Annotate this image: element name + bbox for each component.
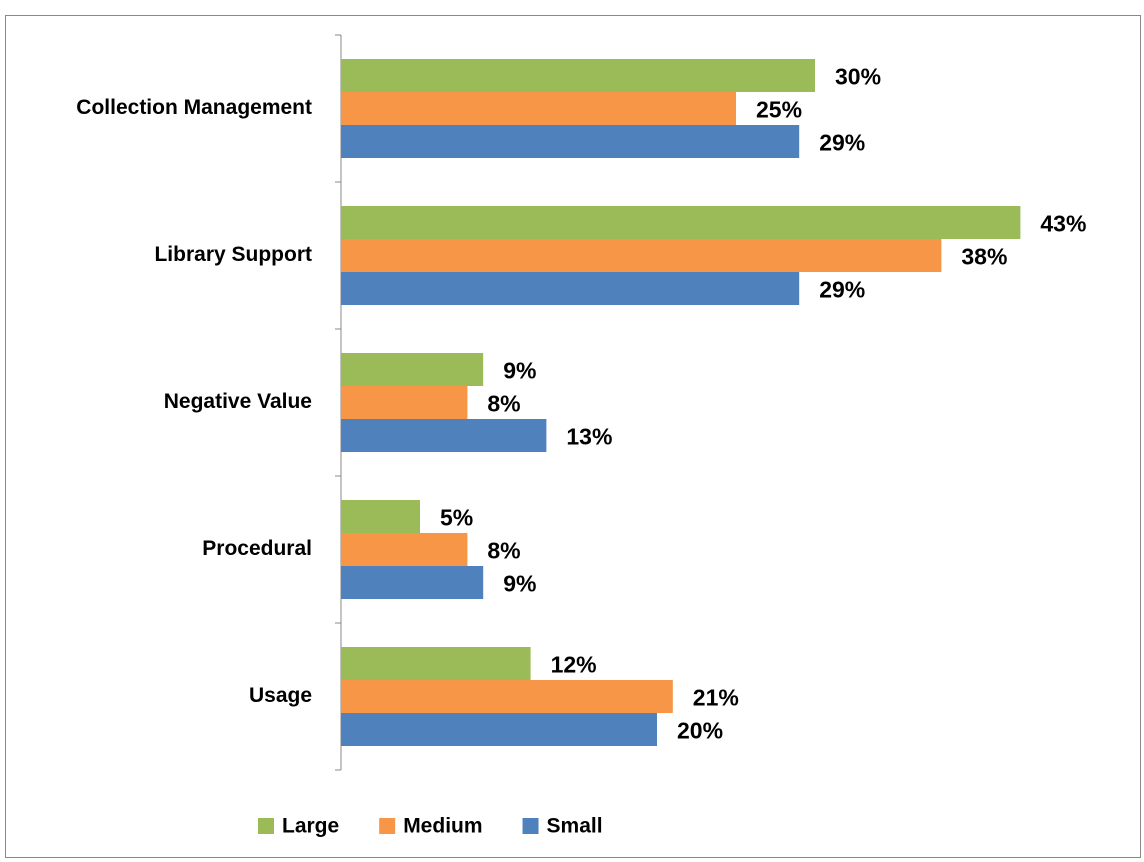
legend-label: Large xyxy=(282,815,339,838)
data-label: 29% xyxy=(819,277,865,303)
data-label: 13% xyxy=(566,424,612,450)
bar xyxy=(341,680,673,713)
data-label: 8% xyxy=(487,538,520,564)
bar xyxy=(341,272,800,305)
bar xyxy=(341,500,420,533)
category-label: Usage xyxy=(249,684,312,707)
bar xyxy=(341,713,657,746)
category-label: Procedural xyxy=(202,537,312,560)
bar xyxy=(341,59,815,92)
bar xyxy=(341,353,484,386)
legend-swatch xyxy=(522,818,539,834)
data-label: 30% xyxy=(835,64,881,90)
bar xyxy=(341,206,1021,239)
category-label: Collection Management xyxy=(76,96,312,119)
bar xyxy=(341,566,484,599)
data-label: 9% xyxy=(503,571,536,597)
legend-label: Small xyxy=(547,815,603,838)
bar xyxy=(341,419,547,452)
legend-label: Medium xyxy=(403,815,482,838)
bar xyxy=(341,386,468,419)
bar xyxy=(341,92,736,125)
data-label: 38% xyxy=(961,244,1007,270)
data-label: 25% xyxy=(756,97,802,123)
bar xyxy=(341,125,800,158)
data-label: 8% xyxy=(487,391,520,417)
data-label: 9% xyxy=(503,358,536,384)
data-label: 12% xyxy=(551,652,597,678)
data-label: 21% xyxy=(693,685,739,711)
legend-swatch xyxy=(379,818,396,834)
category-label: Library Support xyxy=(154,243,312,266)
data-label: 20% xyxy=(677,718,723,744)
category-label: Negative Value xyxy=(164,390,312,413)
data-label: 43% xyxy=(1040,211,1086,237)
legend-swatch xyxy=(258,818,274,834)
bar xyxy=(341,533,468,566)
bar xyxy=(341,239,942,272)
bar xyxy=(341,647,531,680)
data-label: 5% xyxy=(440,505,473,531)
data-label: 29% xyxy=(819,130,865,156)
